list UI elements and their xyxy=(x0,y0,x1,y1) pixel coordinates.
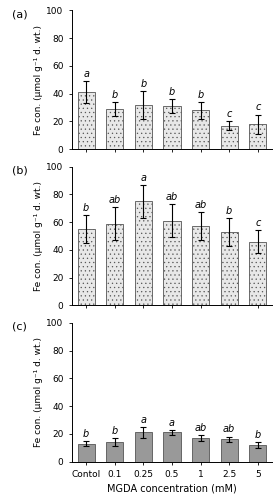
Text: b: b xyxy=(83,428,89,438)
Bar xyxy=(249,445,266,462)
Bar xyxy=(221,126,238,150)
Bar xyxy=(221,440,238,462)
Bar xyxy=(78,92,95,150)
Bar xyxy=(163,220,181,306)
Bar xyxy=(163,432,181,462)
Bar xyxy=(106,109,123,150)
Text: b: b xyxy=(169,87,175,97)
Text: (a): (a) xyxy=(12,9,27,19)
Bar xyxy=(163,106,181,150)
Text: ab: ab xyxy=(166,192,178,202)
Text: (b): (b) xyxy=(12,165,28,175)
Text: b: b xyxy=(226,206,232,216)
Y-axis label: Fe con. (μmol g⁻¹ d. wt.): Fe con. (μmol g⁻¹ d. wt.) xyxy=(34,181,44,291)
Bar xyxy=(135,432,152,462)
Text: a: a xyxy=(169,418,175,428)
Text: b: b xyxy=(112,90,118,100)
Bar xyxy=(106,442,123,462)
Bar xyxy=(192,110,209,150)
Bar xyxy=(135,105,152,150)
Text: a: a xyxy=(140,415,146,425)
Text: b: b xyxy=(112,426,118,436)
Text: c: c xyxy=(255,102,260,113)
Text: a: a xyxy=(140,172,146,182)
Bar xyxy=(78,229,95,306)
Text: b: b xyxy=(140,79,146,89)
Text: c: c xyxy=(255,218,260,228)
Y-axis label: Fe con. (μmol g⁻¹ d. wt.): Fe con. (μmol g⁻¹ d. wt.) xyxy=(34,337,44,447)
Bar xyxy=(221,232,238,306)
Text: b: b xyxy=(83,203,89,213)
Text: b: b xyxy=(255,430,261,440)
Bar xyxy=(78,444,95,462)
Text: c: c xyxy=(227,110,232,120)
Bar xyxy=(249,242,266,306)
Bar xyxy=(135,202,152,306)
Y-axis label: Fe con. (μmol g⁻¹ d. wt.): Fe con. (μmol g⁻¹ d. wt.) xyxy=(34,25,44,135)
Text: ab: ab xyxy=(194,423,207,433)
Bar xyxy=(192,438,209,462)
Bar xyxy=(192,226,209,306)
Text: (c): (c) xyxy=(12,322,27,332)
Text: b: b xyxy=(198,90,204,100)
Bar xyxy=(249,124,266,150)
X-axis label: MGDA concentration (mM): MGDA concentration (mM) xyxy=(107,483,237,493)
Text: ab: ab xyxy=(194,200,207,210)
Bar xyxy=(106,224,123,306)
Text: a: a xyxy=(83,69,89,79)
Text: ab: ab xyxy=(109,195,121,205)
Text: ab: ab xyxy=(223,424,235,434)
